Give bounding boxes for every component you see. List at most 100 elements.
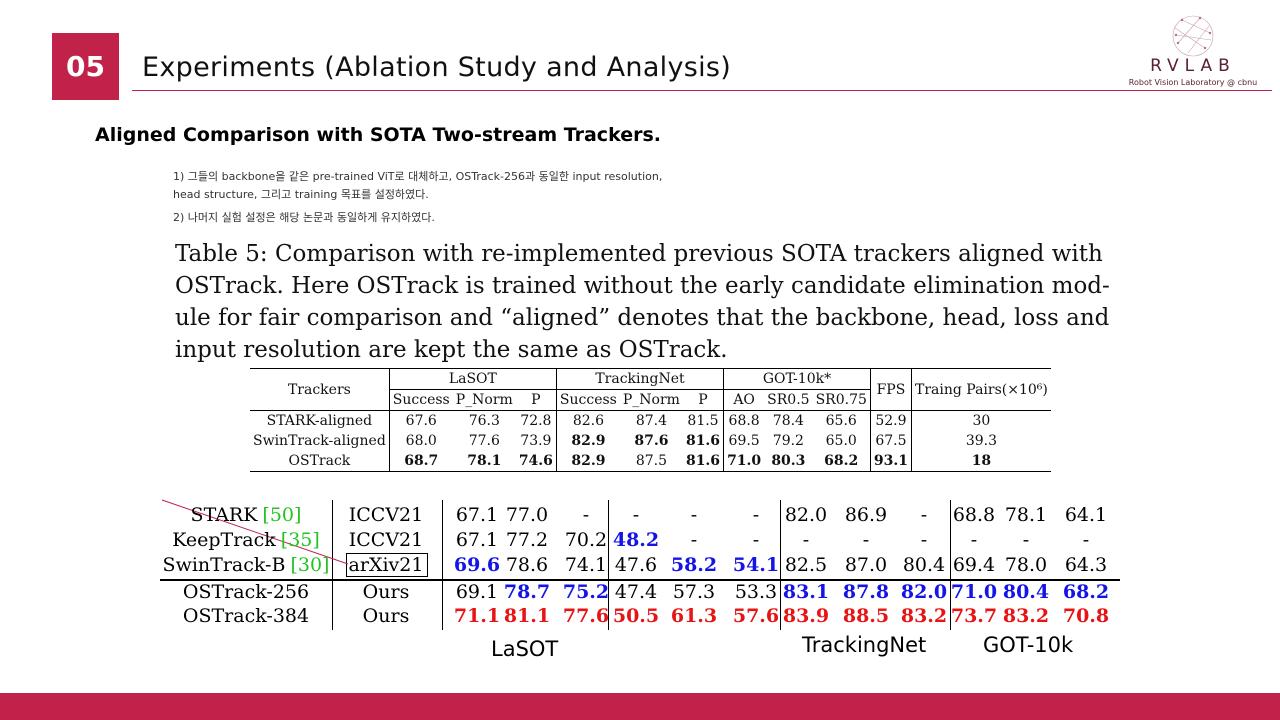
divider bbox=[780, 500, 781, 630]
result-value: 48.2 bbox=[612, 529, 660, 551]
cell-value: 78.4 bbox=[764, 410, 813, 431]
result-value: 57.6 bbox=[732, 605, 780, 627]
result-value: 77.6 bbox=[562, 605, 610, 627]
result-value: - bbox=[920, 504, 928, 526]
cell-value: 68.2 bbox=[812, 451, 871, 472]
cell-value: 68.8 bbox=[723, 410, 765, 431]
cell-value: 67.6 bbox=[388, 410, 453, 431]
comparison-table-5: Trackers LaSOT TrackingNet GOT-10k* FPS … bbox=[250, 368, 1051, 472]
result-value: 82.0 bbox=[900, 581, 948, 603]
result-value: - bbox=[690, 529, 698, 551]
logo-text: RVLAB bbox=[1150, 56, 1236, 76]
result-value: 78.0 bbox=[1004, 554, 1048, 576]
note-line-1: 1) 그들의 backbone을 같은 pre-trained ViT로 대체하… bbox=[173, 170, 663, 183]
tracker-label: OSTrack-384 bbox=[182, 605, 310, 627]
result-value: 83.1 bbox=[782, 581, 830, 603]
result-value: - bbox=[862, 529, 870, 551]
cell-value: 77.6 bbox=[468, 433, 500, 449]
result-value: 83.2 bbox=[900, 605, 948, 627]
tracker-name: KeepTrack [35] bbox=[172, 529, 320, 551]
result-value: 82.0 bbox=[784, 504, 828, 526]
th-p: P bbox=[515, 389, 557, 411]
result-value: 80.4 bbox=[902, 554, 946, 576]
result-value: 67.1 bbox=[455, 504, 499, 526]
cell-value: 69.5 bbox=[723, 431, 765, 451]
th-trackingnet: TrackingNet bbox=[555, 368, 724, 390]
result-value: 50.5 bbox=[612, 605, 660, 627]
cell-value: 81.6 bbox=[685, 433, 721, 449]
venue: Ours bbox=[362, 581, 410, 603]
benchmark-label-lasot: LaSOT bbox=[491, 637, 559, 661]
th-got: GOT-10k* bbox=[723, 368, 871, 390]
result-value: 68.8 bbox=[952, 504, 996, 526]
tracker-label: OSTrack-256 bbox=[182, 581, 310, 603]
result-value: 61.3 bbox=[670, 605, 718, 627]
result-value: 71.1 bbox=[453, 605, 501, 627]
result-value: 81.1 bbox=[503, 605, 551, 627]
tracker-name: STARK [50] bbox=[191, 504, 302, 526]
result-value: - bbox=[802, 529, 810, 551]
tracker-name: SwinTrack-B [30] bbox=[163, 554, 330, 576]
row-name: SwinTrack-aligned bbox=[253, 433, 386, 449]
th-ao: AO bbox=[723, 389, 765, 411]
result-value: 78.1 bbox=[1004, 504, 1048, 526]
result-value: 75.2 bbox=[562, 581, 610, 603]
annotation-arrow bbox=[161, 499, 349, 565]
th-sr075: SR0.75 bbox=[812, 389, 871, 411]
th-p: P bbox=[682, 389, 724, 411]
section-subtitle: Aligned Comparison with SOTA Two-stream … bbox=[95, 124, 661, 146]
result-value: - bbox=[632, 504, 640, 526]
cell-value: 18 bbox=[910, 451, 1051, 472]
divider bbox=[160, 579, 1120, 581]
cell-value: 81.5 bbox=[682, 410, 724, 431]
result-value: 64.1 bbox=[1064, 504, 1108, 526]
result-value: 70.8 bbox=[1062, 605, 1110, 627]
result-value: - bbox=[920, 529, 928, 551]
title-divider bbox=[132, 90, 1272, 91]
result-value: - bbox=[582, 504, 590, 526]
result-value: 54.1 bbox=[732, 554, 780, 576]
result-value: 68.2 bbox=[1062, 581, 1110, 603]
result-value: 69.4 bbox=[952, 554, 996, 576]
th-pnorm: P_Norm bbox=[452, 389, 516, 411]
cell-value: 87.6 bbox=[634, 433, 669, 449]
th-fps: FPS bbox=[869, 368, 912, 411]
cell-value: 78.1 bbox=[452, 451, 516, 472]
result-value: 71.0 bbox=[950, 581, 998, 603]
cell-value: 79.2 bbox=[772, 433, 804, 449]
reference-link[interactable]: [30] bbox=[290, 554, 330, 576]
th-success: Success bbox=[555, 389, 620, 411]
divider bbox=[442, 500, 443, 630]
th-success: Success bbox=[388, 389, 453, 411]
cell-value: 52.9 bbox=[869, 410, 912, 431]
result-value: 82.5 bbox=[784, 554, 828, 576]
result-value: 67.1 bbox=[455, 529, 499, 551]
tracker-label: STARK bbox=[190, 504, 258, 526]
th-lasot: LaSOT bbox=[388, 368, 557, 390]
cell-value: 73.9 bbox=[520, 433, 552, 449]
cell-value: 72.8 bbox=[515, 410, 557, 431]
result-value: 57.3 bbox=[672, 581, 716, 603]
th-trackers: Trackers bbox=[250, 368, 390, 411]
tracker-name: OSTrack-384 bbox=[183, 605, 309, 627]
result-value: - bbox=[1082, 529, 1090, 551]
tracker-label: KeepTrack bbox=[172, 529, 276, 551]
th-pairs: Traing Pairs(×10⁶) bbox=[910, 368, 1051, 411]
row-name: OSTrack bbox=[250, 451, 390, 472]
result-value: 64.3 bbox=[1064, 554, 1108, 576]
cell-value: 68.0 bbox=[388, 431, 453, 451]
result-value: 58.2 bbox=[670, 554, 718, 576]
table-caption: Table 5: Comparison with re-implemented … bbox=[175, 238, 1110, 366]
cell-value: 76.3 bbox=[452, 410, 516, 431]
result-value: - bbox=[752, 529, 760, 551]
reference-link[interactable]: [50] bbox=[262, 504, 302, 526]
reference-link[interactable]: [35] bbox=[280, 529, 320, 551]
caption-line: input resolution are kept the same as OS… bbox=[175, 337, 728, 363]
results-table: STARK [50] ICCV21 67.1 77.0 - - - - 82.0 86.9 - 68.8… bbox=[160, 499, 1120, 630]
result-value: 88.5 bbox=[842, 605, 890, 627]
result-value: 80.4 bbox=[1002, 581, 1050, 603]
cell-value: 74.6 bbox=[515, 451, 557, 472]
result-value: 87.8 bbox=[842, 581, 890, 603]
logo-subtext: Robot Vision Laboratory @ cbnu bbox=[1128, 78, 1258, 87]
tracker-name: OSTrack-256 bbox=[183, 581, 309, 603]
